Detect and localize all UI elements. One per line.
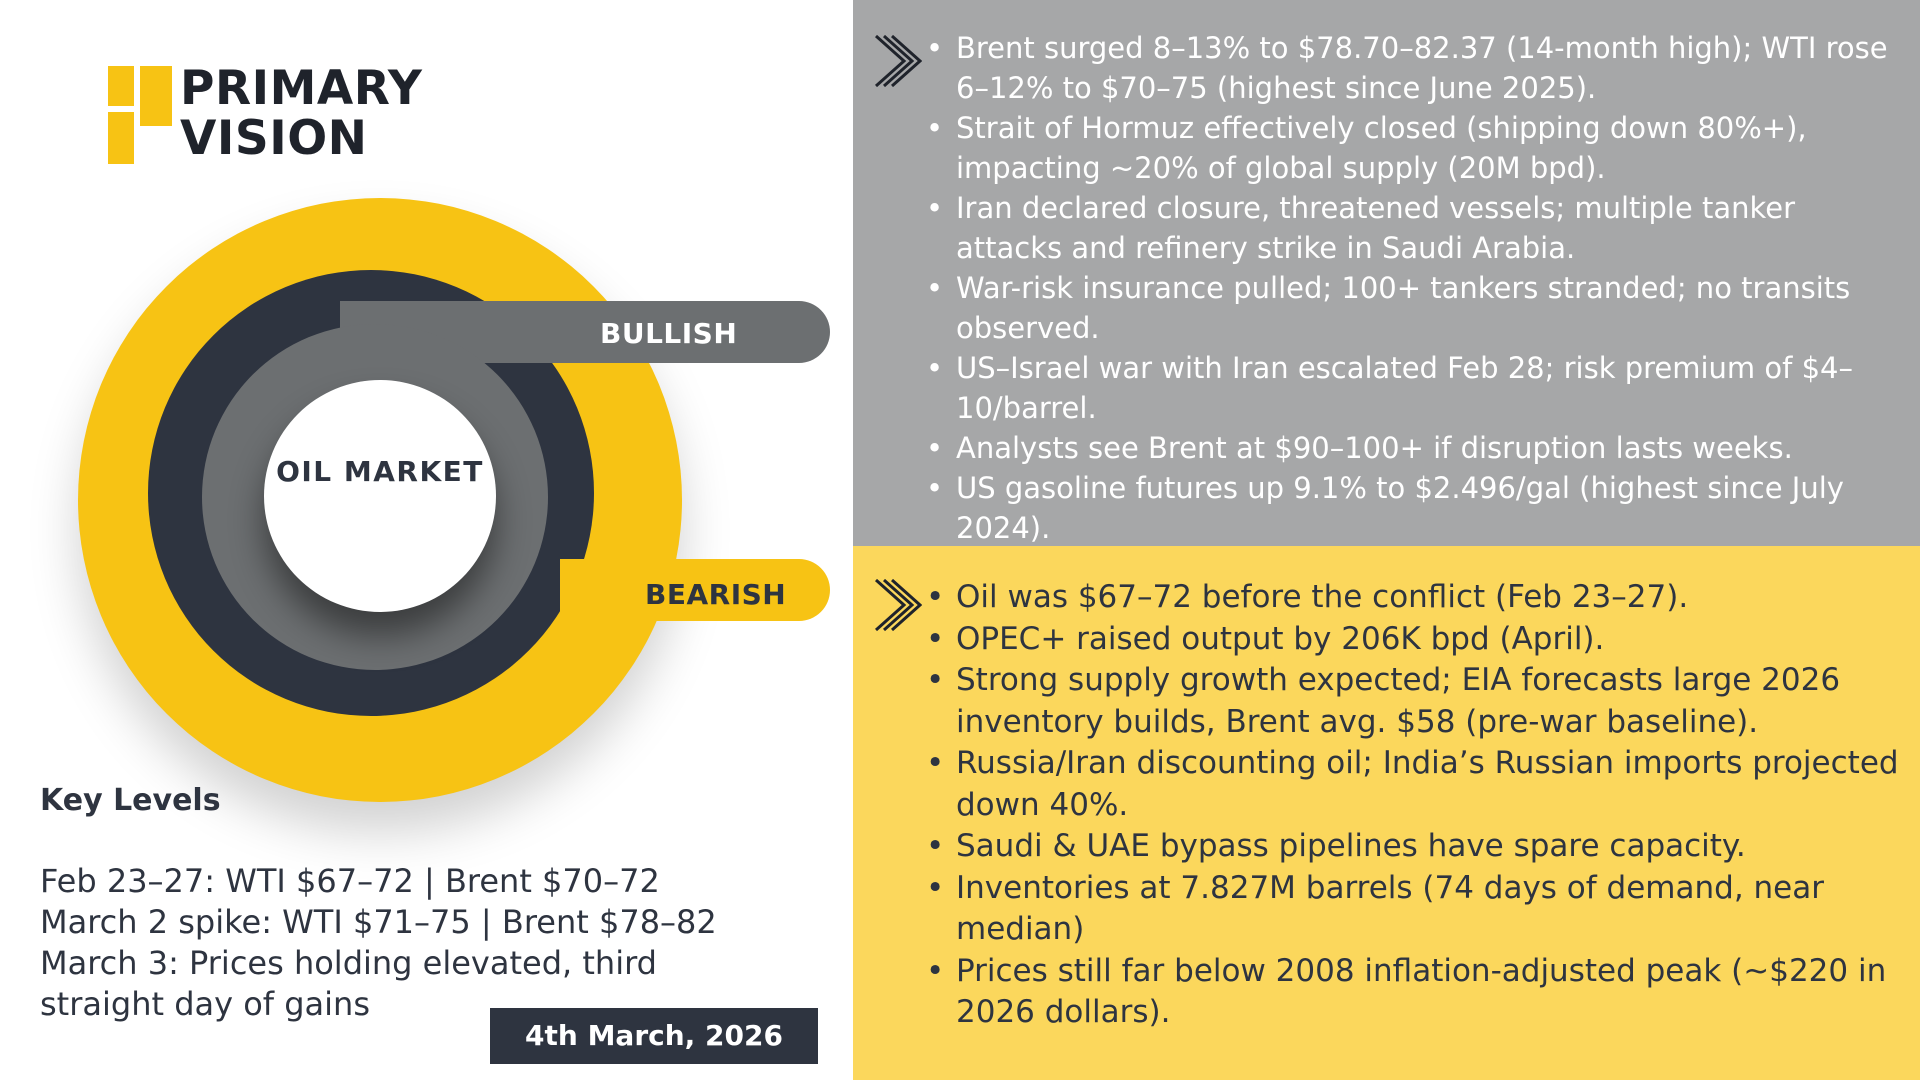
bearish-points-list: Oil was $67–72 before the conflict (Feb … — [922, 577, 1907, 1034]
key-level-line: March 3: Prices holding elevated, third … — [40, 944, 657, 1023]
logo-line-2: VISION — [180, 111, 368, 166]
bullish-point: US–Israel war with Iran escalated Feb 28… — [922, 348, 1907, 428]
bullish-point: Iran declared closure, threatened vessel… — [922, 188, 1907, 268]
chevrons-icon — [875, 34, 922, 88]
logo-wordmark: PRIMARY VISION — [180, 64, 422, 164]
date-badge: 4th March, 2026 — [490, 1008, 818, 1064]
bullish-point: Strait of Hormuz effectively closed (shi… — [922, 108, 1907, 188]
bearish-bar — [560, 559, 830, 621]
bearish-point: Strong supply growth expected; EIA forec… — [922, 660, 1907, 743]
logo-line-1: PRIMARY — [180, 61, 423, 116]
bullish-label: BULLISH — [600, 317, 738, 350]
key-levels-title: Key Levels — [40, 783, 221, 818]
key-level-line: Feb 23–27: WTI $67–72 | Brent $70–72 — [40, 862, 660, 900]
center-circle — [264, 380, 496, 612]
bearish-point: Oil was $67–72 before the conflict (Feb … — [922, 577, 1907, 619]
bullish-point: War-risk insurance pulled; 100+ tankers … — [922, 268, 1907, 348]
bearish-label: BEARISH — [645, 578, 787, 611]
left-panel: PRIMARY VISION BULLISH BEARISH OIL MARKE… — [0, 0, 853, 1080]
primary-vision-logo: PRIMARY VISION — [108, 64, 438, 166]
bullish-point: Brent surged 8–13% to $78.70–82.37 (14-m… — [922, 28, 1907, 108]
bearish-point: Inventories at 7.827M barrels (74 days o… — [922, 868, 1907, 951]
chevrons-icon — [875, 578, 922, 632]
key-levels-list: Feb 23–27: WTI $67–72 | Brent $70–72 Mar… — [40, 861, 717, 1025]
oil-market-label: OIL MARKET — [276, 455, 484, 488]
bullish-point: US gasoline futures up 9.1% to $2.496/ga… — [922, 468, 1907, 548]
bullish-points-list: Brent surged 8–13% to $78.70–82.37 (14-m… — [922, 28, 1907, 548]
bearish-point: Russia/Iran discounting oil; India’s Rus… — [922, 743, 1907, 826]
bearish-point: Saudi & UAE bypass pipelines have spare … — [922, 826, 1907, 868]
logo-mark-icon — [108, 66, 172, 164]
key-level-line: March 2 spike: WTI $71–75 | Brent $78–82 — [40, 903, 717, 941]
bearish-point: Prices still far below 2008 inflation-ad… — [922, 951, 1907, 1034]
bearish-point: OPEC+ raised output by 206K bpd (April). — [922, 619, 1907, 661]
bullish-point: Analysts see Brent at $90–100+ if disrup… — [922, 428, 1907, 468]
